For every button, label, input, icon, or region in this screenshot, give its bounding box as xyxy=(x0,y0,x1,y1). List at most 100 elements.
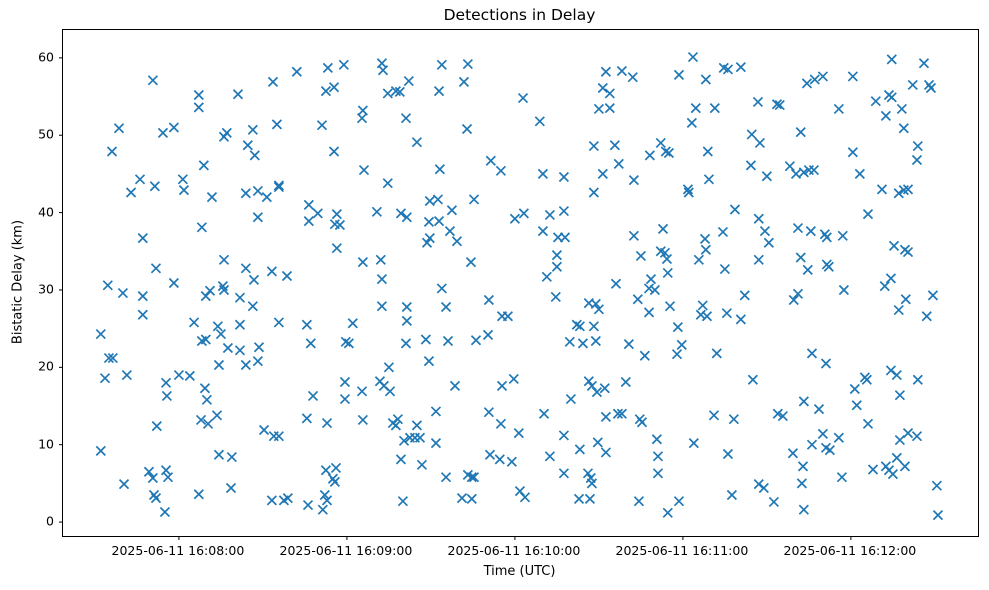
scatter-point xyxy=(440,301,452,313)
scatter-point xyxy=(628,230,639,241)
scatter-point xyxy=(590,298,601,309)
scatter-point xyxy=(623,339,634,350)
scatter-point xyxy=(893,188,904,199)
scatter-point xyxy=(657,223,669,234)
scatter-point xyxy=(886,54,897,65)
scatter-point xyxy=(168,277,179,289)
scatter-point xyxy=(613,158,624,169)
scatter-point xyxy=(330,462,342,474)
scatter-point xyxy=(662,507,673,518)
scatter-point xyxy=(862,209,874,220)
scatter-point xyxy=(400,338,412,349)
scatter-point xyxy=(550,291,561,303)
scatter-point xyxy=(763,237,774,248)
scatter-point xyxy=(193,89,204,101)
scatter-point xyxy=(588,140,599,152)
scatter-point xyxy=(376,274,388,285)
scatter-point xyxy=(600,447,611,458)
scatter-point xyxy=(558,468,569,479)
scatter-point xyxy=(162,472,174,483)
scatter-point xyxy=(173,369,185,381)
scatter-point xyxy=(356,386,368,397)
scatter-point xyxy=(466,493,477,504)
scatter-point xyxy=(564,336,575,347)
scatter-point xyxy=(213,359,225,371)
scatter-point xyxy=(423,356,435,367)
scatter-point xyxy=(932,510,944,521)
scatter-point xyxy=(600,411,611,422)
scatter-point xyxy=(99,373,111,384)
scatter-point xyxy=(673,496,685,507)
scatter-point xyxy=(432,194,444,205)
scatter-point xyxy=(711,348,722,359)
scatter-point xyxy=(565,393,576,405)
scatter-point xyxy=(590,335,601,347)
scatter-point xyxy=(400,113,412,124)
scatter-point xyxy=(273,317,284,328)
scatter-point xyxy=(900,294,911,305)
scatter-point xyxy=(592,437,603,448)
scatter-point xyxy=(690,103,701,114)
scatter-point xyxy=(232,89,244,100)
scatter-point xyxy=(137,233,148,244)
y-tick-label: 0 xyxy=(46,513,54,529)
scatter-point xyxy=(502,311,514,322)
scatter-point xyxy=(204,285,216,296)
scatter-point xyxy=(403,75,414,87)
scatter-point xyxy=(591,386,603,398)
scatter-point xyxy=(347,318,358,329)
scatter-point xyxy=(495,165,507,176)
scatter-point xyxy=(234,345,246,356)
scatter-point xyxy=(339,376,351,388)
scatter-point xyxy=(195,414,207,426)
scatter-point xyxy=(416,459,428,470)
scatter-point xyxy=(201,394,213,405)
scatter-point xyxy=(672,321,683,333)
scatter-point xyxy=(790,168,802,180)
scatter-point xyxy=(316,120,328,131)
scatter-point xyxy=(357,257,368,268)
scatter-point xyxy=(651,434,662,445)
scatter-point xyxy=(483,294,494,306)
scatter-point xyxy=(771,99,783,110)
scatter-point xyxy=(433,86,445,97)
scatter-point xyxy=(382,88,393,99)
scatter-point xyxy=(266,266,277,277)
scatter-point xyxy=(466,472,477,483)
scatter-point xyxy=(301,413,312,424)
scatter-point xyxy=(177,174,188,185)
scatter-point xyxy=(688,438,699,449)
scatter-point xyxy=(635,250,646,262)
scatter-point xyxy=(395,208,407,219)
scatter-point xyxy=(649,284,660,296)
scatter-point xyxy=(394,86,405,97)
scatter-point xyxy=(161,390,172,402)
scatter-point xyxy=(876,184,888,195)
scatter-point xyxy=(787,448,799,459)
scatter-point xyxy=(817,428,828,439)
scatter-point xyxy=(198,160,209,171)
scatter-point xyxy=(847,71,858,82)
scatter-point xyxy=(899,461,911,472)
scatter-point xyxy=(411,137,423,148)
scatter-point xyxy=(331,209,342,220)
scatter-point xyxy=(320,86,332,97)
scatter-point xyxy=(792,288,804,299)
scatter-point xyxy=(424,233,435,244)
scatter-point xyxy=(258,424,270,436)
scatter-point xyxy=(395,454,407,465)
scatter-point xyxy=(823,261,834,272)
scatter-point xyxy=(802,264,813,275)
scatter-point xyxy=(384,386,396,397)
scatter-point xyxy=(253,342,265,353)
scatter-point xyxy=(534,116,545,127)
scatter-point xyxy=(894,390,905,401)
scatter-point xyxy=(509,213,521,224)
scatter-point xyxy=(483,407,494,418)
y-tick-label: 10 xyxy=(38,436,54,452)
scatter-point xyxy=(754,137,765,149)
scatter-point xyxy=(702,146,713,157)
scatter-point xyxy=(440,472,452,483)
scatter-plot-canvas xyxy=(59,51,944,540)
scatter-point xyxy=(583,376,594,387)
